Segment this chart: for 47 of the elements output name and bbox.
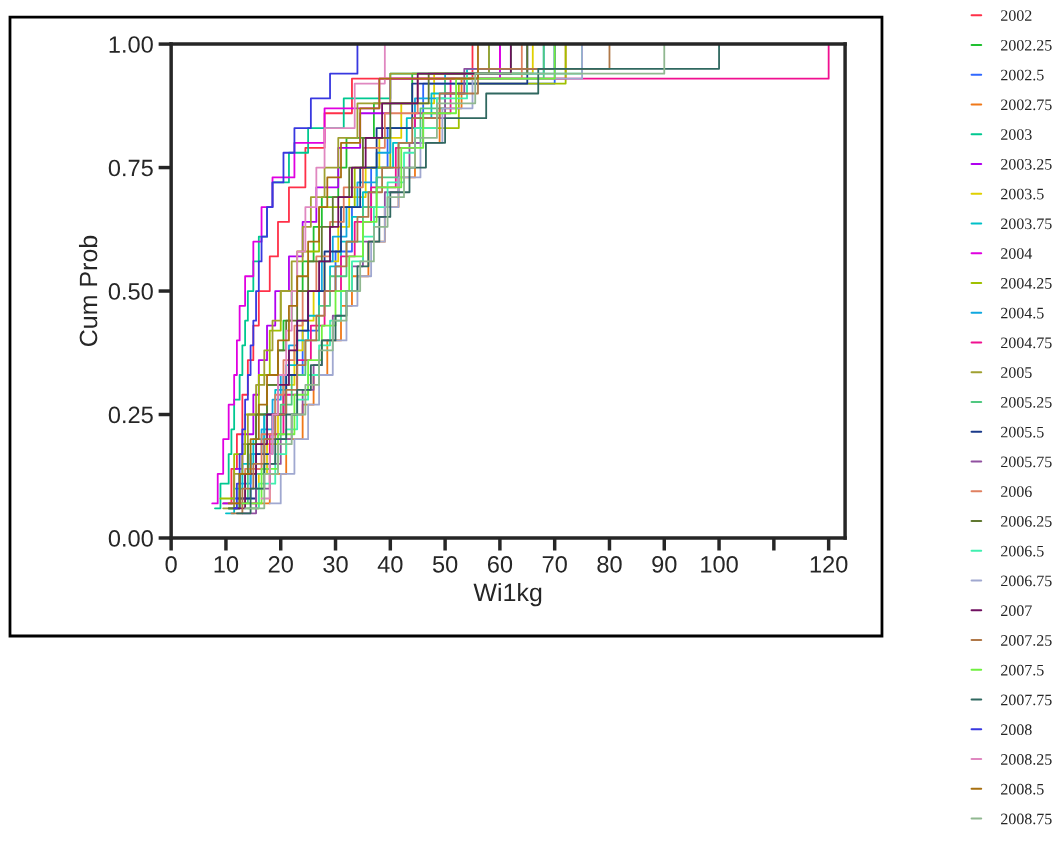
legend-label: 2006.75: [1001, 575, 1052, 587]
legend-label: 2007.75: [1001, 694, 1052, 706]
x-tick-label: 40: [377, 555, 403, 573]
legend-label: 2008: [1001, 724, 1032, 736]
legend-label: 2004.75: [1001, 337, 1052, 349]
legend-label: 2005.25: [1001, 396, 1052, 408]
x-tick-label: 90: [652, 555, 677, 573]
legend-label: 2006: [1001, 486, 1032, 498]
legend-label: 2007: [1001, 605, 1032, 617]
x-tick-label: 60: [487, 555, 513, 573]
legend-label: 2007.5: [1001, 664, 1044, 676]
x-tick-label: 30: [323, 555, 348, 573]
legend-label: 2008.5: [1001, 783, 1044, 795]
x-tick-label: 80: [597, 555, 622, 573]
legend-label: 2006.25: [1001, 515, 1052, 527]
y-tick-label: 0.25: [108, 406, 153, 424]
legend-label: 2002.75: [1001, 99, 1052, 111]
legend-label: 2004: [1001, 248, 1033, 259]
x-tick-label: 120: [810, 555, 848, 573]
y-tick-label: 0.75: [108, 159, 153, 177]
x-tick-label: 20: [268, 555, 293, 573]
y-tick-label: 1.00: [109, 36, 153, 53]
x-tick-label: 50: [432, 555, 458, 573]
legend-label: 2007.25: [1001, 635, 1052, 646]
legend-label: 2005: [1001, 367, 1032, 378]
legend-label: 2004.25: [1001, 277, 1052, 289]
y-axis-title: Cum Prob: [78, 235, 98, 347]
x-tick-label: 10: [214, 555, 239, 573]
y-tick-label: 0.50: [108, 283, 153, 300]
legend-label: 2002.25: [1001, 39, 1052, 51]
legend-label: 2003.75: [1001, 218, 1052, 230]
legend-label: 2006.5: [1001, 545, 1044, 557]
legend-label: 2004.5: [1001, 307, 1044, 319]
y-tick-label: 0.00: [108, 530, 153, 547]
legend-label: 2005.75: [1001, 456, 1052, 468]
x-tick-label: 70: [542, 555, 567, 573]
legend-label: 2008.25: [1001, 754, 1052, 765]
legend-label: 2002: [1001, 10, 1032, 21]
legend-label: 2003.25: [1001, 158, 1052, 170]
legend-label: 2005.5: [1001, 426, 1044, 438]
x-tick-label: 100: [701, 555, 738, 573]
x-tick-label: 0: [165, 555, 177, 573]
legend-label: 2002.5: [1001, 69, 1044, 81]
legend-label: 2003: [1001, 129, 1032, 140]
legend-label: 2008.75: [1001, 813, 1052, 825]
x-axis-title: Wi1kg: [473, 582, 542, 607]
legend-label: 2003.5: [1001, 188, 1044, 200]
